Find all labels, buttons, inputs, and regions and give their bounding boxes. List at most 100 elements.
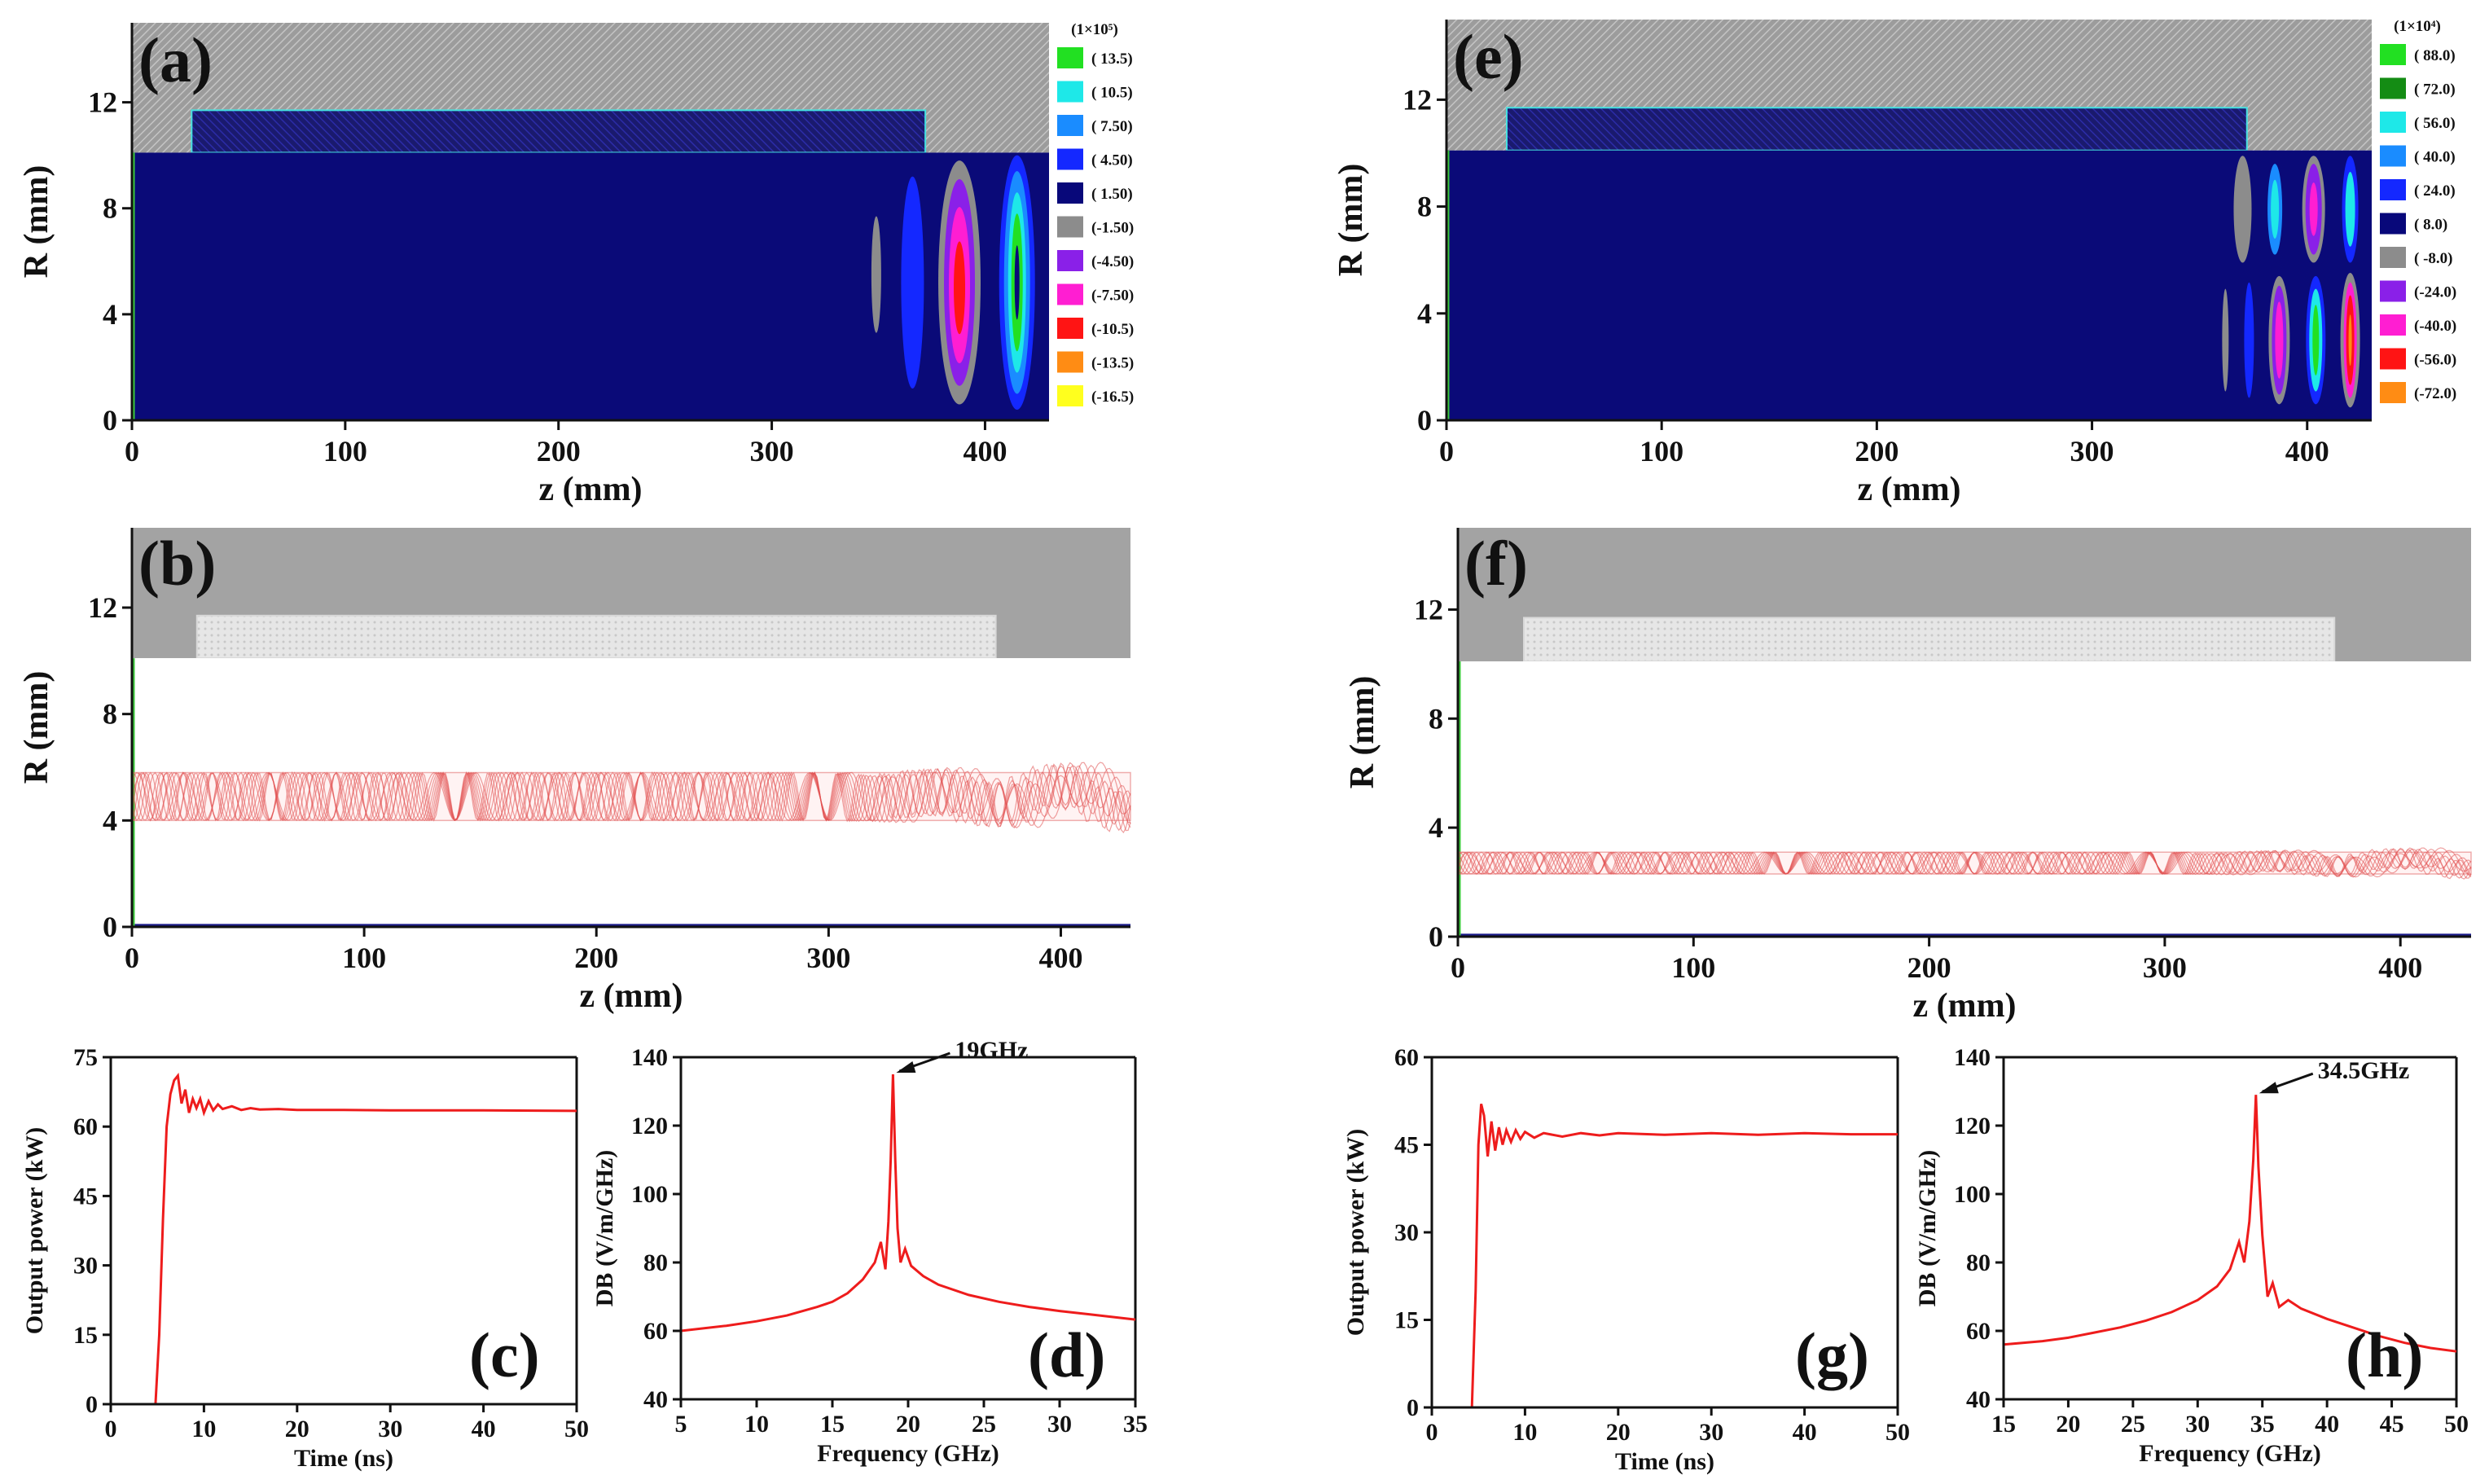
contour-core	[1014, 245, 1020, 320]
x-axis-label: z (mm)	[579, 977, 683, 1015]
beam-trajectory	[131, 762, 1131, 828]
legend-swatch	[2380, 280, 2406, 302]
x-tick-label: 5	[675, 1411, 687, 1438]
x-tick-label: 300	[806, 942, 850, 974]
x-tick-label: 15	[820, 1411, 845, 1438]
legend-label: ( 72.0)	[2414, 81, 2456, 99]
y-tick-label: 12	[1414, 593, 1443, 626]
beam-envelope	[1457, 851, 2472, 875]
legend-swatch	[1057, 318, 1083, 339]
x-tick-label: 200	[1855, 435, 1899, 468]
y-tick-label: 60	[1394, 1044, 1419, 1071]
x-tick-label: 15	[1991, 1411, 2016, 1438]
legend-swatch	[2380, 44, 2406, 65]
legend-swatch	[2380, 145, 2406, 167]
panel-d: 5 10 15 20 25 30 35 40 60 80 100 120 140 Frequency (G…	[591, 1037, 1148, 1467]
y-axis-label: DB (V/m/GHz)	[591, 1150, 618, 1306]
x-tick-label: 20	[285, 1416, 309, 1442]
y-axis-label: Output power (kW)	[21, 1127, 48, 1334]
legend-label: ( 10.5)	[1091, 85, 1133, 102]
y-tick-label: 40	[1966, 1386, 1991, 1413]
legend-swatch	[1057, 351, 1083, 373]
y-axis-label: DB (V/m/GHz)	[1914, 1150, 1941, 1306]
legend-swatch	[2380, 348, 2406, 370]
y-axis-label: Output power (kW)	[1342, 1129, 1369, 1336]
x-tick-label: 0	[105, 1416, 117, 1442]
legend-label: ( -8.0)	[2414, 250, 2452, 267]
x-tick-label: 0	[1426, 1419, 1438, 1446]
peak-annotation: 34.5GHz	[2318, 1057, 2410, 1084]
x-tick-label: 200	[537, 435, 581, 468]
x-tick-label: 100	[323, 435, 367, 468]
x-axis-label: z (mm)	[1857, 471, 1960, 508]
x-tick-label: 400	[2378, 951, 2422, 984]
x-axis-label: Time (ns)	[294, 1445, 393, 1472]
x-tick-label: 0	[125, 942, 139, 974]
legend-label: ( 24.0)	[2414, 182, 2456, 200]
x-tick-label: 20	[1606, 1419, 1631, 1446]
panel-c: 0 10 20 30 40 50 0 15 30 45 60 75 Time (ns) Output po…	[21, 1044, 589, 1472]
contour-red	[954, 241, 966, 335]
contour-grey-3	[2222, 288, 2229, 392]
legend-label: ( 40.0)	[2414, 149, 2456, 166]
beam-trajectory	[131, 763, 1131, 832]
slow-wave-structure	[191, 109, 927, 154]
legend-swatch	[1057, 250, 1083, 271]
slow-wave-structure	[1523, 617, 2336, 662]
legend-label: (-1.50)	[1091, 220, 1134, 237]
y-tick-label: 30	[1394, 1219, 1419, 1246]
y-tick-label: 4	[1417, 297, 1432, 330]
y-tick-label: 120	[1954, 1113, 1991, 1139]
legend-label: (-10.5)	[1091, 321, 1134, 338]
y-tick-label: 4	[103, 298, 117, 331]
legend-label: (-16.5)	[1091, 389, 1134, 406]
x-tick-label: 300	[2070, 435, 2114, 468]
peak-annotation: 19GHz	[955, 1037, 1028, 1064]
y-tick-label: 140	[1954, 1044, 1991, 1071]
contour-cyan	[2345, 171, 2355, 247]
y-axis-label: R (mm)	[18, 671, 55, 784]
legend-swatch	[1057, 115, 1083, 136]
y-axis-label: R (mm)	[1332, 164, 1370, 277]
legend-swatch	[2380, 112, 2406, 133]
y-tick-label: 60	[643, 1318, 668, 1345]
x-tick-label: 10	[1512, 1419, 1537, 1446]
legend-label: (-13.5)	[1091, 355, 1134, 372]
y-tick-label: 15	[1394, 1307, 1419, 1334]
beam-trajectory	[1457, 847, 2472, 880]
beam-trajectory	[131, 762, 1131, 834]
legend-swatch	[1057, 148, 1083, 170]
panel-label: (f)	[1464, 528, 1528, 599]
beam-trajectory	[131, 765, 1131, 832]
beam-trajectory	[131, 762, 1131, 826]
y-tick-label: 0	[103, 911, 117, 943]
x-tick-label: 10	[744, 1411, 769, 1438]
x-tick-label: 400	[963, 435, 1007, 468]
y-tick-label: 40	[643, 1386, 668, 1413]
y-tick-label: 8	[1417, 191, 1432, 223]
x-tick-label: 0	[1451, 951, 1465, 984]
legend-swatch	[1057, 283, 1083, 305]
legend-swatch	[2380, 314, 2406, 336]
y-tick-label: 100	[1954, 1181, 1991, 1208]
panel-label: (b)	[138, 528, 216, 599]
x-tick-label: 30	[1699, 1419, 1723, 1446]
legend-swatch	[1057, 81, 1083, 103]
x-tick-label: 300	[750, 435, 794, 468]
slow-wave-structure	[195, 614, 997, 660]
y-tick-label: 30	[73, 1253, 98, 1280]
panel-label: (c)	[469, 1319, 540, 1390]
legend-label: ( 88.0)	[2414, 47, 2456, 64]
x-tick-label: 45	[2380, 1411, 2404, 1438]
y-tick-label: 0	[1417, 404, 1432, 437]
contour-grey	[2233, 156, 2252, 263]
x-tick-label: 200	[1907, 951, 1951, 984]
x-tick-label: 40	[472, 1416, 496, 1442]
x-tick-label: 400	[1038, 942, 1082, 974]
x-tick-label: 200	[574, 942, 618, 974]
panel-label: (h)	[2346, 1319, 2423, 1390]
y-tick-label: 80	[643, 1249, 668, 1276]
legend-label: ( 56.0)	[2414, 115, 2456, 132]
contour-blue-3	[2244, 282, 2254, 398]
x-tick-label: 40	[1793, 1419, 1817, 1446]
